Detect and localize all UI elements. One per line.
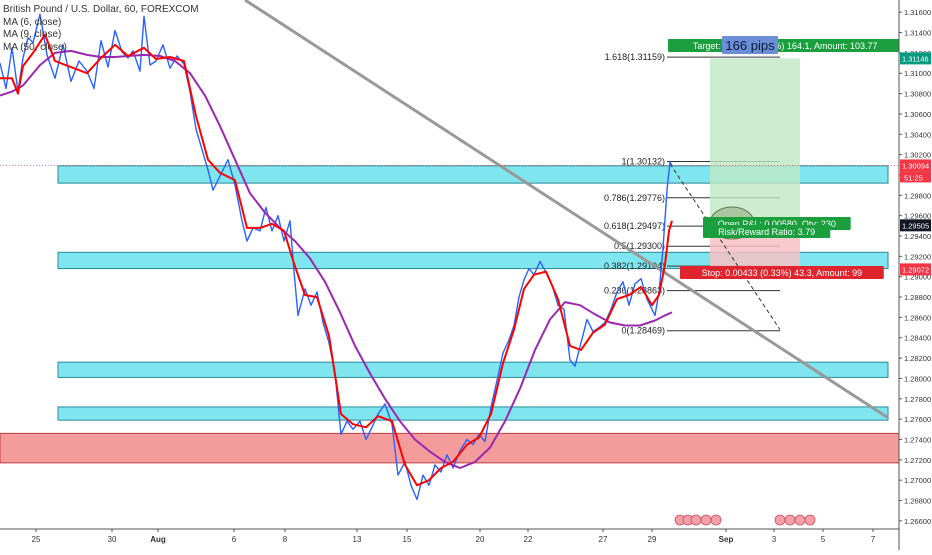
y-tick-label-2: 1.27000 bbox=[904, 476, 931, 485]
y-tick-label-15: 1.29600 bbox=[904, 212, 931, 221]
event-marker-6 bbox=[784, 514, 796, 526]
x-tick-label-1: 30 bbox=[108, 535, 117, 544]
price-tag-box-1 bbox=[900, 159, 931, 172]
x-tick-label-3: 6 bbox=[232, 535, 237, 544]
y-tick-label-19: 1.30400 bbox=[904, 130, 931, 139]
fib-label-0.5: 0.5(1.29300) bbox=[614, 241, 665, 251]
fib-label-0.786: 0.786(1.29776) bbox=[604, 193, 665, 203]
price-tag-box-0 bbox=[900, 52, 931, 65]
x-tick-label-4: 8 bbox=[283, 535, 288, 544]
event-marker-3 bbox=[700, 514, 712, 526]
y-tick-label-4: 1.27400 bbox=[904, 435, 931, 444]
y-tick-label-13: 1.29200 bbox=[904, 252, 931, 261]
price-tag-box-2 bbox=[900, 219, 931, 232]
price-tag-0: 1.31146 bbox=[902, 54, 929, 63]
price-tag-box-3 bbox=[900, 263, 931, 276]
y-tick-label-16: 1.29800 bbox=[904, 191, 931, 200]
position-stop-label-group: Stop: 0.00433 (0.33%) 43.3, Amount: 99 bbox=[680, 266, 884, 279]
y-tick-label-22: 1.31000 bbox=[904, 69, 931, 78]
y-tick-label-21: 1.30800 bbox=[904, 90, 931, 99]
y-tick-label-3: 1.27200 bbox=[904, 456, 931, 465]
x-tick-label-11: Sep bbox=[719, 535, 734, 544]
fib-label-0.382: 0.382(1.29104) bbox=[604, 261, 665, 271]
event-marker-4 bbox=[710, 514, 722, 526]
y-tick-label-6: 1.27800 bbox=[904, 395, 931, 404]
y-tick-label-18: 1.30200 bbox=[904, 151, 931, 160]
x-tick-label-8: 22 bbox=[524, 535, 533, 544]
legend-ma-50[interactable]: MA (50, close) bbox=[3, 41, 67, 53]
fib-label-0: 0(1.28469) bbox=[621, 326, 665, 336]
y-tick-label-20: 1.30600 bbox=[904, 110, 931, 119]
x-tick-label-12: 3 bbox=[772, 535, 777, 544]
price-tag-3: 1.29072 bbox=[902, 265, 929, 274]
sr-zone-4 bbox=[57, 406, 889, 421]
y-tick-label-10: 1.28600 bbox=[904, 313, 931, 322]
event-marker-2 bbox=[690, 514, 702, 526]
sr-zone-2 bbox=[57, 251, 889, 270]
position-stop-label: Stop: 0.00433 (0.33%) 43.3, Amount: 99 bbox=[702, 268, 863, 278]
position-ratio-label-box bbox=[703, 225, 831, 238]
demand-zone bbox=[0, 432, 900, 464]
sr-zone-3 bbox=[57, 361, 889, 378]
y-tick-label-14: 1.29400 bbox=[904, 232, 931, 241]
position-ratio-label: Risk/Reward Ratio: 3.79 bbox=[718, 227, 815, 237]
y-tick-label-9: 1.28400 bbox=[904, 334, 931, 343]
position-target-label-group: Target: 0.0164 (1.27%) 164.1, Amount: 10… bbox=[668, 39, 903, 52]
event-marker-5 bbox=[774, 514, 786, 526]
position-target-label: Target: 0.0164 (1.27%) 164.1, Amount: 10… bbox=[693, 41, 878, 51]
y-tick-label-5: 1.27600 bbox=[904, 415, 931, 424]
y-tick-label-8: 1.28200 bbox=[904, 354, 931, 363]
y-tick-label-0: 1.26600 bbox=[904, 517, 931, 526]
pips-annotation-box bbox=[722, 36, 778, 54]
event-marker-7 bbox=[794, 514, 806, 526]
event-marker-8 bbox=[804, 514, 816, 526]
legend-ma-6[interactable]: MA (6, close) bbox=[3, 16, 62, 28]
position-stop-label-box bbox=[680, 266, 884, 279]
fib-label-1.618: 1.618(1.31159) bbox=[605, 52, 665, 62]
y-tick-label-12: 1.29000 bbox=[904, 273, 931, 282]
x-tick-label-0: 25 bbox=[32, 535, 41, 544]
x-tick-label-5: 13 bbox=[353, 535, 362, 544]
countdown-box bbox=[900, 171, 931, 183]
x-tick-label-9: 27 bbox=[599, 535, 608, 544]
series-ma-50-close bbox=[0, 49, 673, 469]
fib-label-0.618: 0.618(1.29497) bbox=[604, 221, 665, 231]
projection-line bbox=[669, 163, 781, 330]
legend-ma-9[interactable]: MA (9, close) bbox=[3, 29, 62, 40]
chart-title: British Pound / U.S. Dollar, 60, FOREXCO… bbox=[3, 4, 199, 15]
sr-zone-1 bbox=[57, 165, 889, 184]
price-tag-1: 1.30094 bbox=[902, 161, 929, 170]
x-tick-label-13: 5 bbox=[821, 535, 826, 544]
x-tick-label-6: 15 bbox=[403, 535, 412, 544]
price-tag-2: 1.29505 bbox=[902, 221, 929, 230]
countdown-label: 51:25 bbox=[904, 173, 923, 182]
chart-legend: British Pound / U.S. Dollar, 60, FOREXCO… bbox=[3, 4, 199, 54]
y-tick-label-7: 1.28000 bbox=[904, 374, 931, 383]
pips-annotation-group: 166 pips bbox=[722, 36, 778, 54]
position-profit-zone bbox=[710, 58, 800, 226]
trendline bbox=[244, 0, 888, 419]
y-tick-label-25: 1.31600 bbox=[904, 8, 931, 17]
x-tick-label-10: 29 bbox=[648, 535, 657, 544]
x-tick-label-2: Aug bbox=[150, 535, 166, 544]
x-tick-label-7: 20 bbox=[476, 535, 485, 544]
series-ma-6-close bbox=[0, 33, 673, 487]
pips-annotation: 166 pips bbox=[725, 38, 775, 53]
event-markers bbox=[674, 514, 816, 526]
y-tick-label-11: 1.28800 bbox=[904, 293, 931, 302]
fib-label-1: 1(1.30132) bbox=[621, 157, 665, 167]
y-tick-label-24: 1.31400 bbox=[904, 29, 931, 38]
position-entry-label: Open P&L: 0.00580, Qty: 230 bbox=[718, 219, 836, 229]
y-tick-label-1: 1.26800 bbox=[904, 497, 931, 506]
x-tick-label-14: 7 bbox=[871, 535, 876, 544]
position-ratio-label-group: Risk/Reward Ratio: 3.79 bbox=[703, 225, 831, 238]
